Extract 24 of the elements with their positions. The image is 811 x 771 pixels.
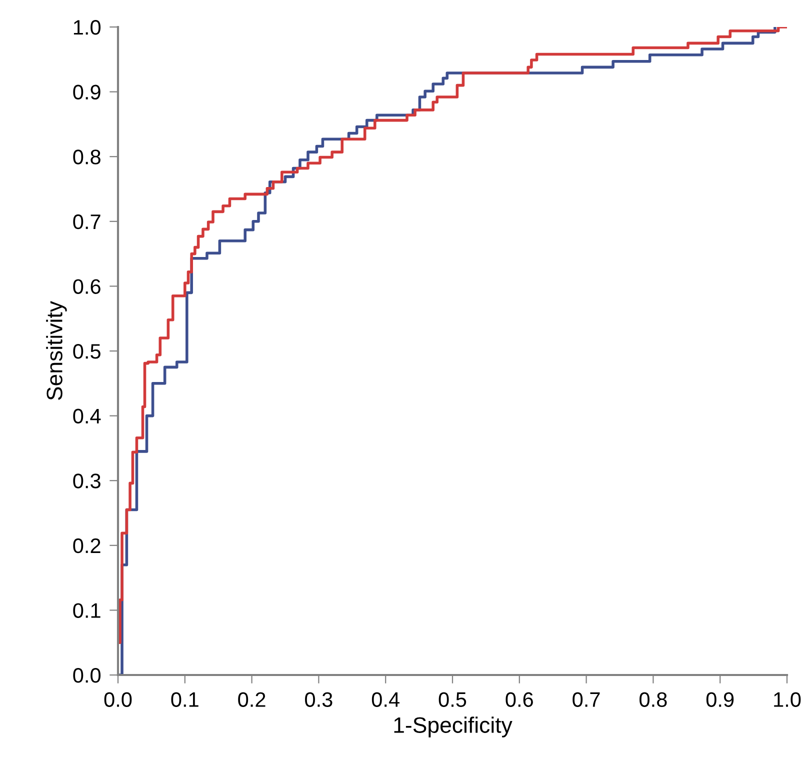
x-tick-label: 0.8	[640, 692, 667, 707]
y-tick-label: 0.0	[73, 668, 101, 683]
y-tick-label: 0.5	[73, 344, 100, 359]
y-tick-label: 0.6	[73, 279, 100, 294]
y-tick-label: 0.3	[73, 474, 100, 488]
x-tick-label: 0.6	[506, 692, 533, 707]
x-tick-label: 0.9	[706, 692, 734, 707]
y-tick-label: 0.2	[73, 538, 100, 554]
y-tick-label: 1.0	[74, 20, 101, 35]
x-tick-label: 0.0	[104, 692, 132, 707]
y-tick-label: 0.4	[73, 408, 101, 424]
x-tick-label: 1.0	[774, 692, 801, 707]
x-tick-label: 0.7	[572, 692, 600, 707]
x-tick-label: 0.3	[305, 692, 332, 707]
x-tick-label: 0.2	[238, 692, 266, 707]
x-tick-label: 0.5	[438, 692, 466, 707]
y-axis-title: Sensitivity	[46, 301, 67, 400]
y-tick-label: 0.8	[73, 150, 100, 164]
y-tick-label: 0.7	[73, 214, 100, 230]
x-tick-label: 0.4	[372, 692, 400, 707]
y-tick-label: 0.1	[73, 603, 100, 618]
x-tick-label: 0.1	[171, 692, 198, 707]
x-axis-title: 1-Specificity	[394, 716, 512, 738]
y-tick-label: 0.9	[73, 84, 100, 100]
